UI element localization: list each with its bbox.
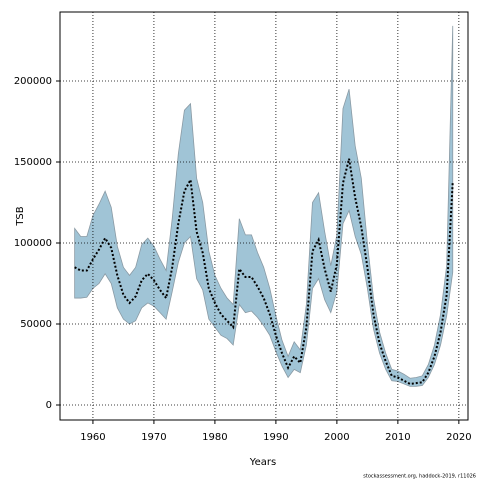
confidence-band [74,25,454,387]
credit: stockassessment.org, haddock-2019, r1102… [363,474,476,480]
y-tick-label: 100000 [14,238,52,249]
x-tick-label: 2010 [385,432,410,443]
x-tick-label: 1980 [202,432,227,443]
plot-frame [59,11,469,421]
x-tick-label: 1990 [263,432,288,443]
y-axis-label: TSB [15,206,26,226]
x-axis-label: Years [249,457,276,468]
y-tick-label: 200000 [14,76,52,87]
x-tick-label: 1970 [141,432,166,443]
x-tick-label: 2000 [324,432,349,443]
y-tick-label: 50000 [20,319,52,330]
tsb-line [74,158,454,385]
y-tick-label: 150000 [14,157,52,168]
x-tick-label: 2020 [446,432,471,443]
y-tick-label: 0 [46,400,52,411]
x-tick-label: 1960 [80,432,105,443]
